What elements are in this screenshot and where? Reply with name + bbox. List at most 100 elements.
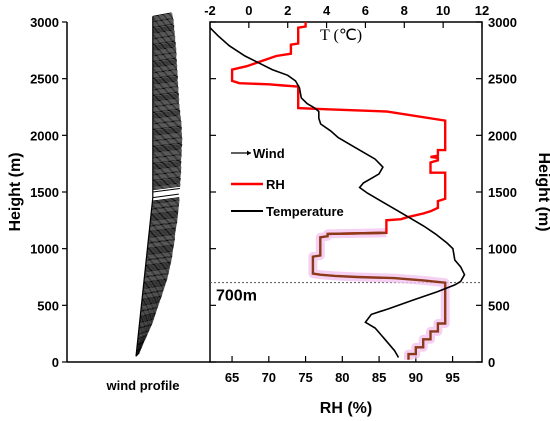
wind-barb — [152, 141, 183, 146]
wind-barb — [153, 179, 181, 184]
wind-barb — [152, 45, 176, 50]
wind-barb — [146, 257, 173, 262]
wind-barb — [143, 279, 167, 285]
wind-barb — [141, 300, 161, 305]
wind-barb — [148, 232, 176, 237]
wind-barb — [150, 217, 178, 222]
wind-barb — [152, 113, 181, 118]
wind-y-tick-label: 0 — [52, 355, 59, 370]
wind-barb — [153, 109, 181, 115]
wind-barb — [152, 164, 182, 169]
temperature-x-tick-label: 12 — [475, 3, 489, 18]
profile-y-tick-label: 2000 — [488, 128, 517, 143]
wind-barb — [149, 226, 177, 231]
wind-barb — [152, 174, 181, 179]
wind-barb — [149, 219, 178, 225]
wind-barb — [141, 295, 162, 301]
wind-barb — [142, 291, 164, 296]
profile-y-tick-label: 0 — [488, 355, 495, 370]
wind-barb — [146, 253, 173, 259]
rh-line-lower — [311, 231, 447, 360]
wind-barb — [152, 84, 179, 90]
wind-barb — [152, 73, 178, 78]
wind-barb — [140, 304, 159, 310]
wind-barb — [151, 201, 180, 206]
wind-barb — [137, 338, 146, 344]
wind-barb — [153, 177, 181, 183]
wind-barb — [153, 26, 175, 31]
wind-barb — [152, 103, 179, 108]
wind-barb — [141, 303, 159, 308]
wind-barb — [139, 319, 154, 324]
wind-barb — [152, 33, 175, 39]
wind-barb — [138, 327, 151, 332]
wind-barb — [152, 175, 181, 180]
wind-barb — [146, 254, 173, 260]
temperature-x-tick-label: 10 — [436, 3, 450, 18]
wind-barb — [152, 165, 181, 170]
wind-barb — [153, 54, 177, 59]
legend: Wind RH Temperature — [231, 146, 344, 219]
wind-barb — [152, 86, 179, 91]
wind-barb — [152, 78, 178, 83]
wind-barb — [153, 99, 180, 104]
wind-barb — [153, 139, 183, 144]
wind-barb — [145, 262, 171, 268]
legend-item-rh: RH — [231, 177, 285, 192]
wind-barb — [152, 131, 182, 136]
wind-barb — [152, 163, 182, 168]
wind-y-label: Height (m) — [7, 152, 24, 231]
wind-barb — [141, 301, 160, 306]
wind-barb — [153, 172, 182, 177]
wind-barb — [150, 216, 178, 221]
wind-barb — [153, 43, 176, 48]
legend-rh-label: RH — [266, 177, 285, 192]
rh-x-tick-label: 95 — [445, 370, 459, 385]
wind-barb — [153, 94, 179, 99]
wind-barb — [153, 88, 179, 93]
wind-barb — [150, 215, 178, 220]
wind-barb — [149, 220, 178, 226]
wind-barb — [153, 13, 173, 18]
wind-barb — [153, 105, 180, 110]
wind-barb — [153, 156, 182, 161]
wind-barb — [152, 44, 176, 49]
temperature-x-tick-label: 6 — [362, 3, 369, 18]
temperature-x-tick-label: -2 — [204, 3, 216, 18]
wind-barb — [153, 104, 180, 109]
temperature-x-tick-label: 4 — [323, 3, 331, 18]
wind-barb — [153, 81, 179, 86]
temperature-x-tick-label: 0 — [245, 3, 252, 18]
wind-barb — [152, 148, 182, 153]
rh-x-tick-label: 75 — [298, 370, 312, 385]
wind-barb — [153, 82, 179, 87]
wind-barb — [147, 244, 174, 250]
wind-barb — [144, 270, 170, 276]
wind-barb — [147, 245, 174, 251]
wind-barb — [153, 115, 181, 120]
wind-y-tick-label: 1500 — [30, 185, 59, 200]
wind-barb — [137, 340, 145, 345]
wind-barb — [152, 182, 181, 187]
wind-barb — [152, 146, 182, 151]
wind-barb — [137, 337, 146, 342]
wind-barb — [144, 267, 170, 272]
rh-x-tick-label: 85 — [372, 370, 386, 385]
legend-wind-label: Wind — [253, 146, 285, 161]
wind-barb — [139, 313, 156, 319]
wind-barb — [152, 171, 181, 176]
wind-barb — [152, 134, 183, 140]
wind-barb — [153, 166, 182, 171]
rh-x-tick-label: 80 — [335, 370, 349, 385]
wind-barb — [152, 63, 177, 68]
wind-barb — [142, 293, 163, 298]
wind-barb — [153, 77, 178, 82]
rh-x-ticks: 65 70 75 80 85 90 95 — [225, 356, 460, 385]
wind-barb — [153, 58, 177, 64]
wind-barb — [152, 55, 177, 60]
wind-barb — [152, 80, 178, 85]
wind-barb — [152, 18, 174, 23]
wind-barb — [153, 19, 174, 24]
wind-barb — [152, 21, 174, 26]
